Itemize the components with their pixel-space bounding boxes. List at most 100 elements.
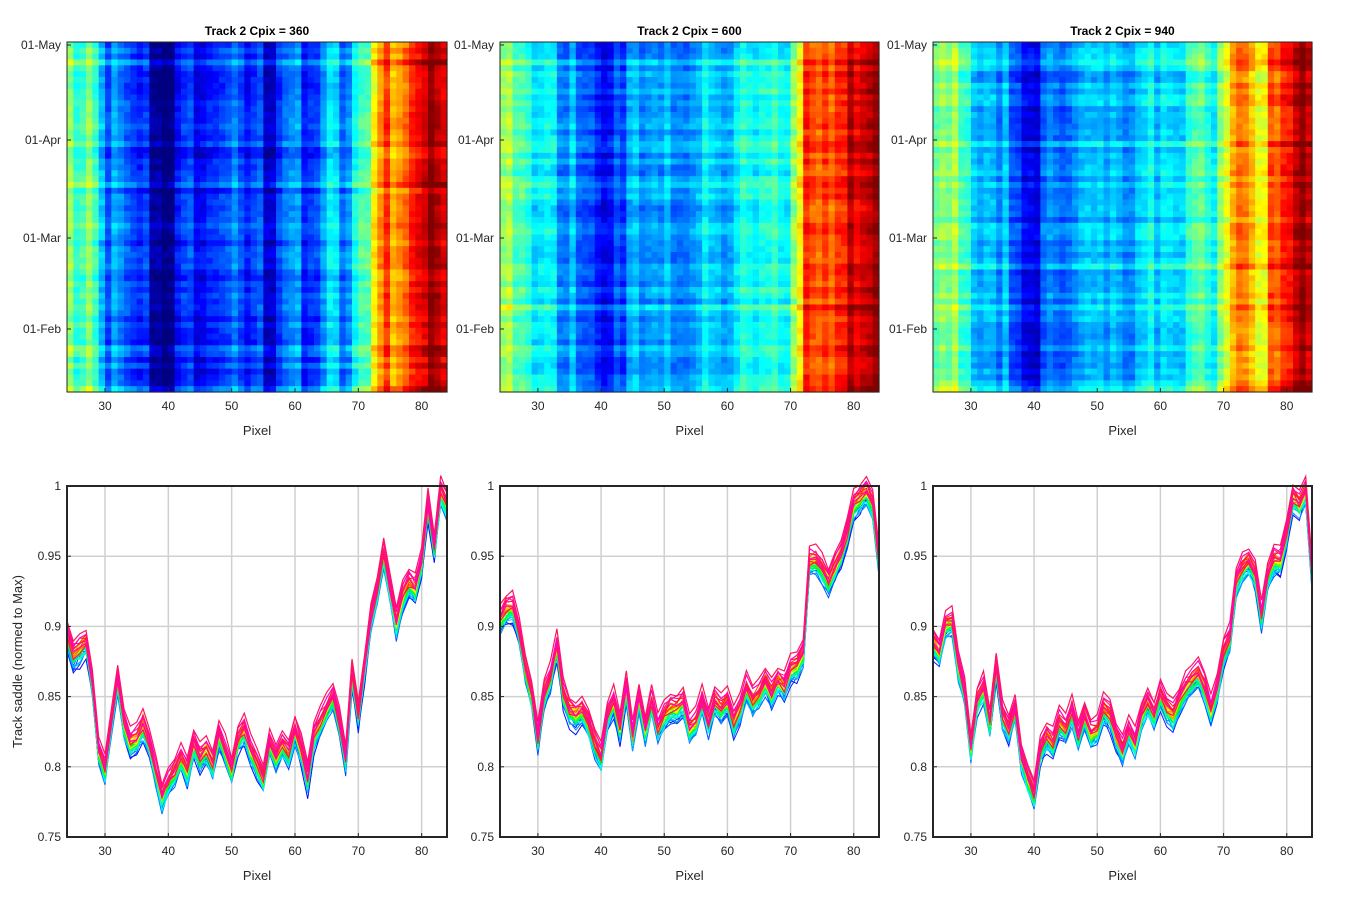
heatmap-cell <box>765 42 773 49</box>
heatmap-cell <box>390 357 397 364</box>
heatmap-cell <box>288 368 296 376</box>
heatmap-cell <box>506 123 514 131</box>
heatmap-cell <box>168 141 176 148</box>
heatmap-cell <box>390 234 397 241</box>
heatmap-cell <box>301 281 309 288</box>
heatmap-cell <box>415 59 423 66</box>
heatmap-cell <box>371 211 378 218</box>
heatmap-cell <box>582 47 590 55</box>
heatmap-cell <box>130 287 138 294</box>
heatmap-cell <box>200 71 207 78</box>
heatmap-cell <box>307 222 315 230</box>
heatmap-cell <box>206 246 214 253</box>
heatmap-cell <box>111 368 119 376</box>
heatmap-cell <box>796 152 804 160</box>
heatmap-cell <box>339 176 347 183</box>
heatmap-cell <box>377 182 385 189</box>
heatmap-cell <box>67 228 74 236</box>
heatmap-cell <box>117 386 125 393</box>
heatmap-cell <box>193 368 201 376</box>
heatmap-cell <box>269 88 277 96</box>
heatmap-cell <box>269 211 277 218</box>
heatmap-cell <box>136 170 144 177</box>
heatmap-cell <box>651 170 659 177</box>
heatmap-cell <box>225 82 233 90</box>
heatmap-cell <box>111 386 119 393</box>
heatmap-cell <box>181 228 188 236</box>
heatmap-cell <box>402 252 410 259</box>
heatmap-cell <box>518 152 526 160</box>
heatmap-cell <box>664 47 672 55</box>
heatmap-cell <box>143 339 150 346</box>
heatmap-cell <box>124 333 131 341</box>
heatmap-cell <box>200 147 207 154</box>
heatmap-cell <box>162 82 169 90</box>
heatmap-cell <box>73 106 81 113</box>
heatmap-cell <box>219 269 226 276</box>
heatmap-cell <box>314 199 321 206</box>
heatmap-cell <box>339 170 347 177</box>
heatmap-cell <box>371 310 378 317</box>
heatmap-cell <box>428 368 435 376</box>
heatmap-cell <box>117 246 125 253</box>
heatmap-cell <box>626 65 634 72</box>
heatmap-cell <box>364 269 372 276</box>
heatmap-cell <box>377 252 385 259</box>
heatmap-cell <box>288 71 296 78</box>
heatmap-cell <box>784 65 792 72</box>
heatmap-cell <box>828 94 836 101</box>
heatmap-cell <box>645 147 653 154</box>
heatmap-cell <box>727 147 735 154</box>
heatmap-cell <box>206 71 214 78</box>
heatmap-cell <box>276 65 283 72</box>
heatmap-cell <box>358 281 366 288</box>
heatmap-cell <box>847 158 855 166</box>
heatmap-cell <box>569 152 577 160</box>
heatmap-cell <box>276 193 283 201</box>
heatmap-cell <box>143 53 150 61</box>
heatmap-cell <box>124 246 131 253</box>
heatmap-cell <box>111 257 119 265</box>
heatmap-cell <box>620 65 627 72</box>
heatmap-cell <box>371 269 378 276</box>
heatmap-cell <box>689 59 697 66</box>
heatmap-cell <box>231 252 239 259</box>
heatmap-cell <box>708 65 716 72</box>
heatmap-cell <box>124 339 131 346</box>
heatmap-cell <box>383 193 391 201</box>
heatmap-cell <box>377 211 385 218</box>
heatmap-cell <box>282 252 290 259</box>
heatmap-cell <box>853 152 861 160</box>
heatmap-cell <box>409 368 416 376</box>
heatmap-cell <box>130 47 138 55</box>
heatmap-cell <box>569 94 577 101</box>
heatmap-cell <box>582 65 590 72</box>
heatmap-cell <box>307 59 315 66</box>
heatmap-cell <box>143 246 150 253</box>
heatmap-cell <box>664 117 672 125</box>
heatmap-cell <box>143 187 150 195</box>
heatmap-cell <box>301 117 309 125</box>
heatmap-cell <box>765 129 773 136</box>
heatmap-cell <box>377 345 385 352</box>
heatmap-cell <box>206 362 214 370</box>
heatmap-cell <box>421 88 429 96</box>
heatmap-cell <box>415 129 423 136</box>
heatmap-cell <box>326 263 334 271</box>
heatmap-cell <box>758 123 766 131</box>
heatmap-cell <box>683 170 691 177</box>
heatmap-cell <box>670 158 678 166</box>
heatmap-cell <box>276 316 283 323</box>
heatmap-cell <box>853 100 861 107</box>
heatmap-cell <box>702 47 710 55</box>
heatmap-cell <box>320 94 328 101</box>
heatmap-cell <box>98 298 106 306</box>
heatmap-cell <box>86 205 93 212</box>
heatmap-cell <box>358 152 366 160</box>
heatmap-cell <box>428 42 435 49</box>
heatmap-cell <box>212 152 220 160</box>
heatmap-cell <box>263 222 271 230</box>
heatmap-cell <box>872 100 880 107</box>
heatmap-cell <box>225 71 233 78</box>
heatmap-cell <box>250 327 258 335</box>
